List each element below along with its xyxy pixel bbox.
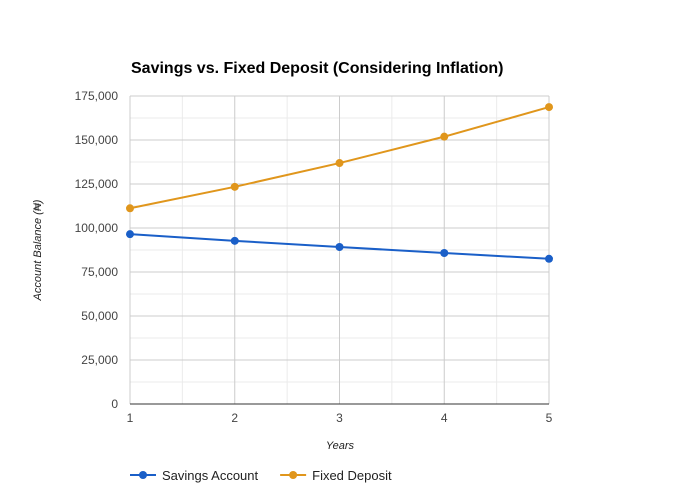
data-point-fixed-deposit[interactable] <box>230 182 239 191</box>
data-point-savings-account[interactable] <box>230 236 239 245</box>
data-point-savings-account[interactable] <box>440 248 449 257</box>
legend-label: Fixed Deposit <box>312 468 392 483</box>
x-tick-label: 5 <box>546 411 553 425</box>
data-point-savings-account[interactable] <box>126 230 134 239</box>
x-tick-label: 1 <box>127 411 134 425</box>
series-layer <box>126 103 553 263</box>
y-tick-label: 100,000 <box>75 221 119 235</box>
y-axis-title: Account Balance (₦) <box>32 199 44 301</box>
y-tick-label: 0 <box>111 397 118 411</box>
legend[interactable]: Savings Account Fixed Deposit <box>130 468 392 483</box>
chart-title: Savings vs. Fixed Deposit (Considering I… <box>131 60 504 77</box>
axes: 0 25,000 50,000 75,000 100,000 125,000 150,000… <box>75 89 553 425</box>
y-tick-label: 50,000 <box>81 309 118 323</box>
y-tick-label: 175,000 <box>75 89 119 103</box>
data-point-savings-account[interactable] <box>335 243 344 252</box>
series-fixed-deposit <box>126 103 553 213</box>
data-point-fixed-deposit[interactable] <box>440 132 449 141</box>
x-tick-label: 2 <box>231 411 238 425</box>
x-tick-label: 3 <box>336 411 343 425</box>
legend-point-marker <box>139 471 147 479</box>
legend-item-fixed-deposit[interactable]: Fixed Deposit <box>280 468 392 483</box>
x-axis-title: Years <box>326 440 355 452</box>
data-point-fixed-deposit[interactable] <box>335 159 344 168</box>
y-tick-label: 25,000 <box>81 353 118 367</box>
y-tick-label: 150,000 <box>75 133 119 147</box>
data-point-savings-account[interactable] <box>545 254 553 263</box>
data-point-fixed-deposit[interactable] <box>545 103 553 112</box>
y-tick-label: 75,000 <box>81 265 118 279</box>
legend-item-savings-account[interactable]: Savings Account <box>130 468 259 483</box>
data-point-fixed-deposit[interactable] <box>126 204 134 213</box>
y-tick-label: 125,000 <box>75 177 119 191</box>
legend-point-marker <box>289 471 298 479</box>
legend-label: Savings Account <box>162 468 259 483</box>
series-savings-account <box>126 230 553 263</box>
x-tick-label: 4 <box>441 411 448 425</box>
